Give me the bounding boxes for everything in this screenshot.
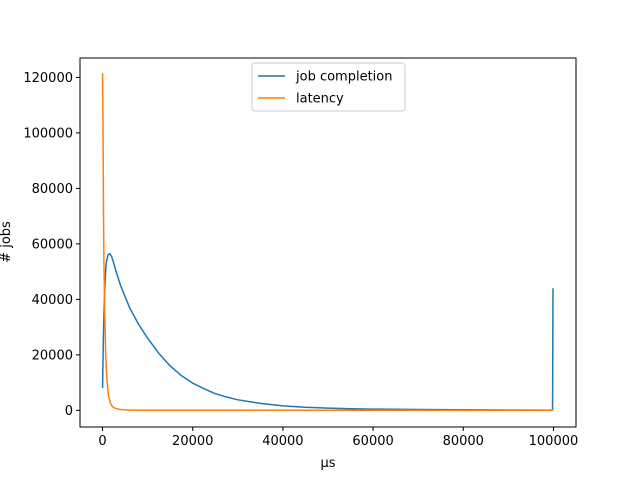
y-axis-label: # jobs xyxy=(0,221,14,263)
y-tick-label: 0 xyxy=(65,404,73,419)
x-tick-label: 60000 xyxy=(352,434,393,449)
x-tick-label: 40000 xyxy=(262,434,303,449)
plot-frame xyxy=(79,57,577,428)
legend-box xyxy=(251,62,406,112)
plot-lines xyxy=(101,73,554,412)
y-tick-label: 20000 xyxy=(32,348,73,363)
y-tick-label: 120000 xyxy=(23,71,73,86)
series-line-0 xyxy=(101,252,554,411)
x-tick-label: 0 xyxy=(98,434,106,449)
series-line-1 xyxy=(101,73,554,412)
y-tick-label: 100000 xyxy=(23,126,73,141)
y-axis-ticks: 0 20000 40000 60000 80000 100000 120000 xyxy=(23,71,80,419)
legend: job completion latency xyxy=(251,62,406,112)
x-axis-label: µs xyxy=(320,456,335,471)
x-tick-label: 20000 xyxy=(172,434,213,449)
x-tick-label: 80000 xyxy=(443,434,484,449)
y-tick-label: 40000 xyxy=(32,293,73,308)
legend-label-1: latency xyxy=(296,92,344,107)
y-tick-label: 80000 xyxy=(32,182,73,197)
x-axis-ticks: 0 20000 40000 60000 80000 100000 xyxy=(98,427,578,449)
x-tick-label: 100000 xyxy=(529,434,579,449)
legend-label-0: job completion xyxy=(295,70,392,85)
y-tick-label: 60000 xyxy=(32,237,73,252)
